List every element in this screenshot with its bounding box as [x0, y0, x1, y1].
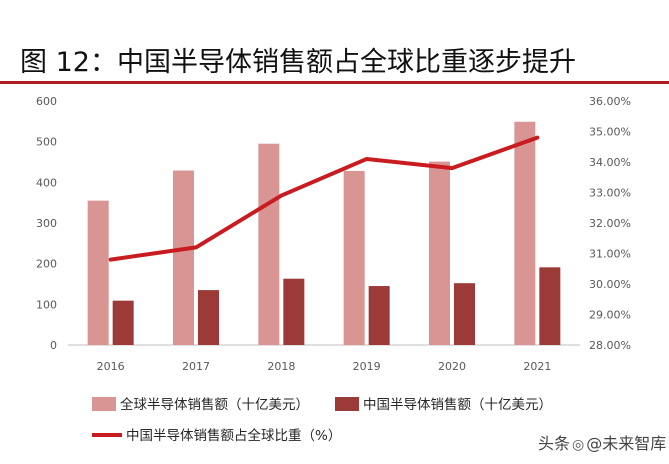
bar-china [539, 267, 561, 345]
bar-global [343, 170, 365, 345]
legend-label: 全球半导体销售额（十亿美元） [120, 396, 309, 413]
y-left-tick-label: 200 [36, 258, 57, 271]
x-tick-label: 2019 [353, 360, 381, 373]
y-right-tick-label: 35.00% [589, 126, 631, 139]
watermark-handle: @未来智库 [586, 434, 667, 453]
title-divider [0, 81, 669, 84]
y-right-tick-label: 32.00% [589, 217, 631, 230]
y-left-tick-label: 300 [36, 217, 57, 230]
legend-swatch [335, 397, 359, 411]
bar-global [173, 170, 194, 345]
share-line [108, 135, 540, 262]
axes: 0 100 200 300 400 500 600 28.00% 29.00% 30.00% 31.… [36, 95, 631, 373]
legend-label: 中国半导体销售额占全球比重（%） [126, 427, 341, 444]
bar-china [198, 290, 219, 345]
y-left-tick-label: 600 [36, 95, 57, 108]
bar-china [283, 278, 305, 345]
y-left-tick-label: 100 [36, 298, 57, 311]
y-right-tick-label: 36.00% [589, 95, 631, 108]
share-line-path [108, 135, 540, 262]
y-right-tick-label: 34.00% [589, 156, 631, 169]
y-left-tick-label: 500 [36, 136, 57, 149]
bar-china [368, 286, 390, 345]
bar-china [112, 300, 134, 345]
watermark: 头条 ◎ @未来智库 [538, 430, 666, 454]
x-tick-label: 2020 [438, 360, 466, 373]
y-right-tick-label: 28.00% [589, 339, 631, 352]
legend-label: 中国半导体销售额（十亿美元） [363, 397, 552, 413]
page-title: 图 12：中国半导体销售额占全球比重逐步提升 [20, 47, 576, 78]
bar-global [514, 121, 536, 346]
x-tick-label: 2017 [182, 360, 210, 373]
y-left-tick-label: 400 [36, 176, 57, 189]
y-right-tick-label: 33.00% [589, 187, 631, 200]
y-left-tick-label: 0 [50, 339, 57, 352]
bars [87, 121, 561, 346]
watermark-prefix: 头条 [538, 434, 571, 453]
y-right-tick-label: 29.00% [589, 309, 631, 322]
x-tick-label: 2016 [97, 360, 125, 373]
legend: 全球半导体销售额（十亿美元） 中国半导体销售额（十亿美元） 中国半导体销售额占全球比… [92, 396, 552, 444]
bar-global [429, 161, 450, 345]
y-right-tick-label: 30.00% [589, 278, 631, 291]
bar-china [454, 283, 475, 345]
wechat-icon: ◎ [572, 437, 585, 453]
legend-swatch [92, 397, 116, 411]
bar-global [87, 200, 109, 345]
bar-global [258, 143, 280, 345]
x-tick-label: 2018 [267, 360, 295, 373]
y-right-tick-label: 31.00% [589, 248, 631, 261]
x-tick-label: 2021 [523, 360, 551, 373]
